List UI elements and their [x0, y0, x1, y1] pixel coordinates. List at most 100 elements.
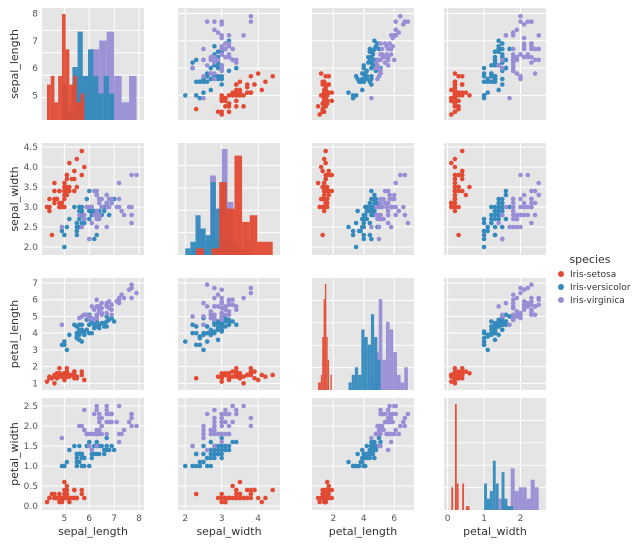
- scatter-point-Iris-versicolor: [499, 196, 505, 202]
- scatter-point-Iris-virginica: [223, 312, 228, 318]
- histogram-bar-Iris-versicolor: [354, 367, 359, 390]
- scatter-point-Iris-virginica: [226, 299, 232, 304]
- scatter-point-Iris-setosa: [323, 188, 329, 194]
- scatter-point-Iris-virginica: [369, 224, 374, 230]
- panel-sepal_length-vs-petal_length: [312, 8, 414, 120]
- scatter-point-Iris-virginica: [518, 310, 523, 316]
- scatter-point-Iris-virginica: [201, 314, 206, 319]
- scatter-point-Iris-setosa: [49, 232, 55, 238]
- scatter-point-Iris-setosa: [329, 98, 335, 104]
- scatter-point-Iris-setosa: [320, 184, 325, 190]
- scatter-point-Iris-setosa: [323, 148, 329, 154]
- scatter-point-Iris-versicolor: [361, 79, 367, 85]
- scatter-point-Iris-setosa: [62, 204, 67, 210]
- y-tick-label: 5: [32, 312, 38, 322]
- scatter-point-Iris-versicolor: [190, 60, 195, 65]
- histogram-bar-Iris-setosa: [249, 215, 258, 255]
- scatter-point-Iris-virginica: [529, 220, 534, 226]
- scatter-point-Iris-virginica: [190, 65, 195, 71]
- scatter-point-Iris-virginica: [121, 212, 127, 218]
- scatter-point-Iris-setosa: [452, 164, 458, 170]
- scatter-point-Iris-virginica: [226, 431, 232, 437]
- scatter-point-Iris-setosa: [452, 176, 458, 182]
- scatter-point-Iris-virginica: [499, 212, 505, 218]
- scatter-point-Iris-virginica: [518, 204, 523, 210]
- scatter-point-Iris-virginica: [219, 19, 225, 24]
- scatter-point-Iris-setosa: [452, 188, 458, 194]
- scatter-point-Iris-virginica: [219, 68, 225, 74]
- scatter-point-Iris-virginica: [204, 304, 210, 309]
- scatter-point-Iris-versicolor: [204, 330, 210, 336]
- scatter-point-Iris-setosa: [233, 491, 239, 497]
- histogram-bar-Iris-versicolor: [364, 337, 368, 390]
- scatter-point-Iris-versicolor: [74, 459, 80, 465]
- scatter-point-Iris-setosa: [72, 487, 77, 493]
- scatter-point-Iris-virginica: [510, 54, 516, 60]
- scatter-point-Iris-setosa: [230, 483, 235, 489]
- histogram-bar-Iris-versicolor: [98, 93, 104, 120]
- scatter-point-Iris-setosa: [452, 184, 458, 190]
- scatter-point-Iris-setosa: [62, 192, 67, 198]
- scatter-point-Iris-virginica: [204, 19, 210, 24]
- scatter-point-Iris-versicolor: [201, 451, 206, 457]
- histogram-bar-Iris-setosa: [58, 75, 62, 120]
- scatter-point-Iris-virginica: [388, 204, 394, 210]
- legend-title: species: [569, 253, 610, 266]
- scatter-point-Iris-setosa: [259, 87, 265, 93]
- scatter-point-Iris-virginica: [532, 188, 538, 194]
- scatter-point-Iris-setosa: [244, 372, 250, 378]
- scatter-point-Iris-virginica: [529, 188, 534, 194]
- scatter-point-Iris-virginica: [99, 423, 105, 429]
- scatter-point-Iris-versicolor: [79, 329, 85, 334]
- scatter-point-Iris-setosa: [233, 365, 239, 371]
- scatter-point-Iris-versicolor: [489, 204, 494, 210]
- scatter-point-Iris-setosa: [230, 374, 235, 379]
- scatter-point-Iris-setosa: [223, 499, 228, 505]
- scatter-point-Iris-setosa: [79, 487, 85, 493]
- scatter-point-Iris-setosa: [323, 487, 329, 493]
- scatter-point-Iris-setosa: [329, 90, 335, 95]
- histogram-bar-Iris-setosa: [323, 299, 325, 390]
- scatter-point-Iris-versicolor: [485, 79, 491, 85]
- scatter-point-Iris-virginica: [208, 312, 214, 318]
- scatter-point-Iris-virginica: [503, 204, 509, 210]
- scatter-point-Iris-setosa: [59, 499, 65, 505]
- scatter-point-Iris-versicolor: [62, 342, 67, 348]
- scatter-point-Iris-virginica: [248, 290, 254, 296]
- scatter-point-Iris-virginica: [134, 172, 139, 178]
- scatter-point-Iris-virginica: [518, 19, 523, 24]
- scatter-point-Iris-virginica: [518, 52, 523, 57]
- scatter-point-Iris-setosa: [255, 71, 261, 76]
- legend-entry-Iris-setosa: Iris-setosa: [558, 270, 616, 280]
- histogram-bar-Iris-virginica: [114, 75, 122, 120]
- scatter-point-Iris-versicolor: [492, 73, 498, 79]
- scatter-point-Iris-virginica: [116, 300, 122, 306]
- scatter-point-Iris-virginica: [94, 216, 100, 222]
- scatter-point-Iris-versicolor: [74, 463, 80, 469]
- scatter-point-Iris-setosa: [74, 184, 80, 190]
- scatter-point-Iris-setosa: [463, 369, 469, 374]
- scatter-point-Iris-versicolor: [369, 188, 374, 194]
- histogram-bar-Iris-setosa: [46, 84, 51, 120]
- histogram-bar-Iris-setosa: [73, 75, 77, 120]
- scatter-point-Iris-setosa: [459, 176, 465, 182]
- scatter-point-Iris-setosa: [329, 188, 335, 194]
- scatter-point-Iris-versicolor: [481, 244, 487, 250]
- scatter-point-Iris-versicolor: [492, 216, 498, 222]
- histogram-bar-Iris-versicolor: [492, 460, 496, 510]
- scatter-point-Iris-versicolor: [492, 204, 498, 210]
- scatter-point-Iris-virginica: [510, 200, 516, 206]
- scatter-point-Iris-versicolor: [101, 447, 107, 453]
- scatter-point-Iris-setosa: [241, 93, 246, 98]
- scatter-point-Iris-setosa: [448, 112, 454, 117]
- histogram-bar-Iris-versicolor: [82, 75, 89, 120]
- panel-sepal_width-vs-sepal_length: 2.0 2.5 3.0 3.5 4.0 4.5 sepal_width: [8, 143, 144, 255]
- scatter-point-Iris-versicolor: [481, 65, 487, 71]
- histogram-bar-Iris-versicolor: [504, 498, 508, 510]
- legend-marker: [558, 284, 564, 290]
- scatter-point-Iris-setosa: [456, 188, 461, 194]
- histogram-bar-Iris-virginica: [514, 491, 519, 510]
- scatter-point-Iris-setosa: [79, 148, 85, 154]
- scatter-point-Iris-versicolor: [86, 439, 92, 445]
- scatter-point-Iris-setosa: [255, 377, 261, 383]
